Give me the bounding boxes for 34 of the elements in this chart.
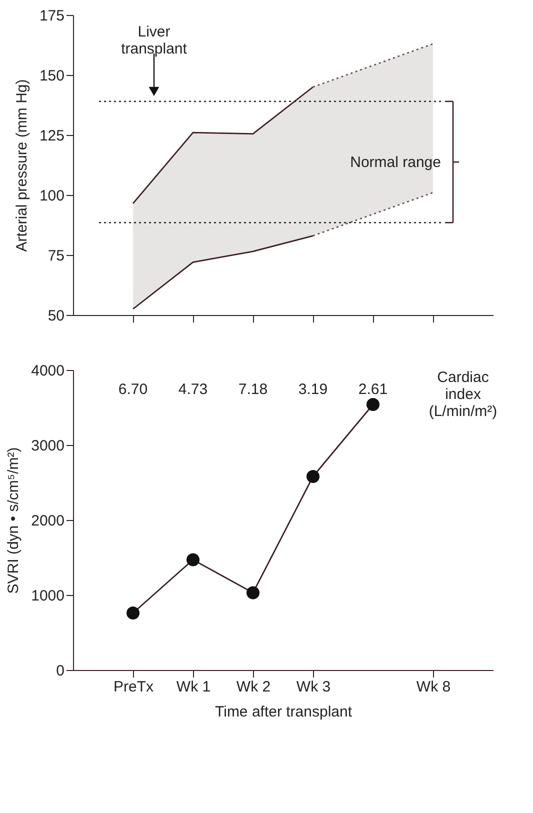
- x-axis-title: Time after transplant: [215, 704, 353, 720]
- line-series: [132, 86, 314, 204]
- x-tick-label: Wk 8: [416, 678, 451, 696]
- x-tick-label: PreTx: [113, 678, 154, 696]
- y-axis-title: Arterial pressure (mm Hg): [13, 79, 30, 252]
- y-tick-label: 150: [39, 68, 64, 84]
- point: [306, 470, 320, 484]
- point: [366, 398, 380, 412]
- annotation: 7.18: [238, 381, 268, 398]
- point: [126, 606, 140, 620]
- point: [246, 586, 260, 600]
- x-tick-label: Wk 2: [236, 678, 271, 696]
- annotation: Cardiac index (L/min/m²): [428, 369, 498, 420]
- x-tick-label: Wk 1: [176, 678, 211, 696]
- y-tick-label: 2000: [31, 512, 64, 530]
- annotation: 6.70: [118, 381, 148, 398]
- y-tick-label: 100: [39, 188, 64, 204]
- y-tick-label: 175: [39, 8, 64, 24]
- y-tick-label: 50: [48, 308, 64, 324]
- y-tick-label: 4000: [31, 362, 64, 380]
- line-series: [132, 235, 314, 310]
- y-tick-label: 1000: [31, 588, 64, 604]
- y-tick-label: 75: [48, 248, 64, 264]
- annotation: Liver transplant: [121, 23, 188, 58]
- annotation: 2.61: [358, 381, 388, 398]
- annotation: 3.19: [298, 381, 328, 398]
- annotation: 4.73: [178, 381, 208, 398]
- y-tick-label: 125: [39, 128, 64, 144]
- x-tick-label: Wk 3: [296, 678, 331, 696]
- y-tick-label: 3000: [31, 438, 64, 454]
- y-tick-label: 0: [56, 662, 64, 680]
- point: [186, 553, 200, 566]
- annotation: Normal range: [350, 154, 441, 171]
- y-axis-title: SVRI (dyn • s/cm⁵/m²): [5, 447, 22, 594]
